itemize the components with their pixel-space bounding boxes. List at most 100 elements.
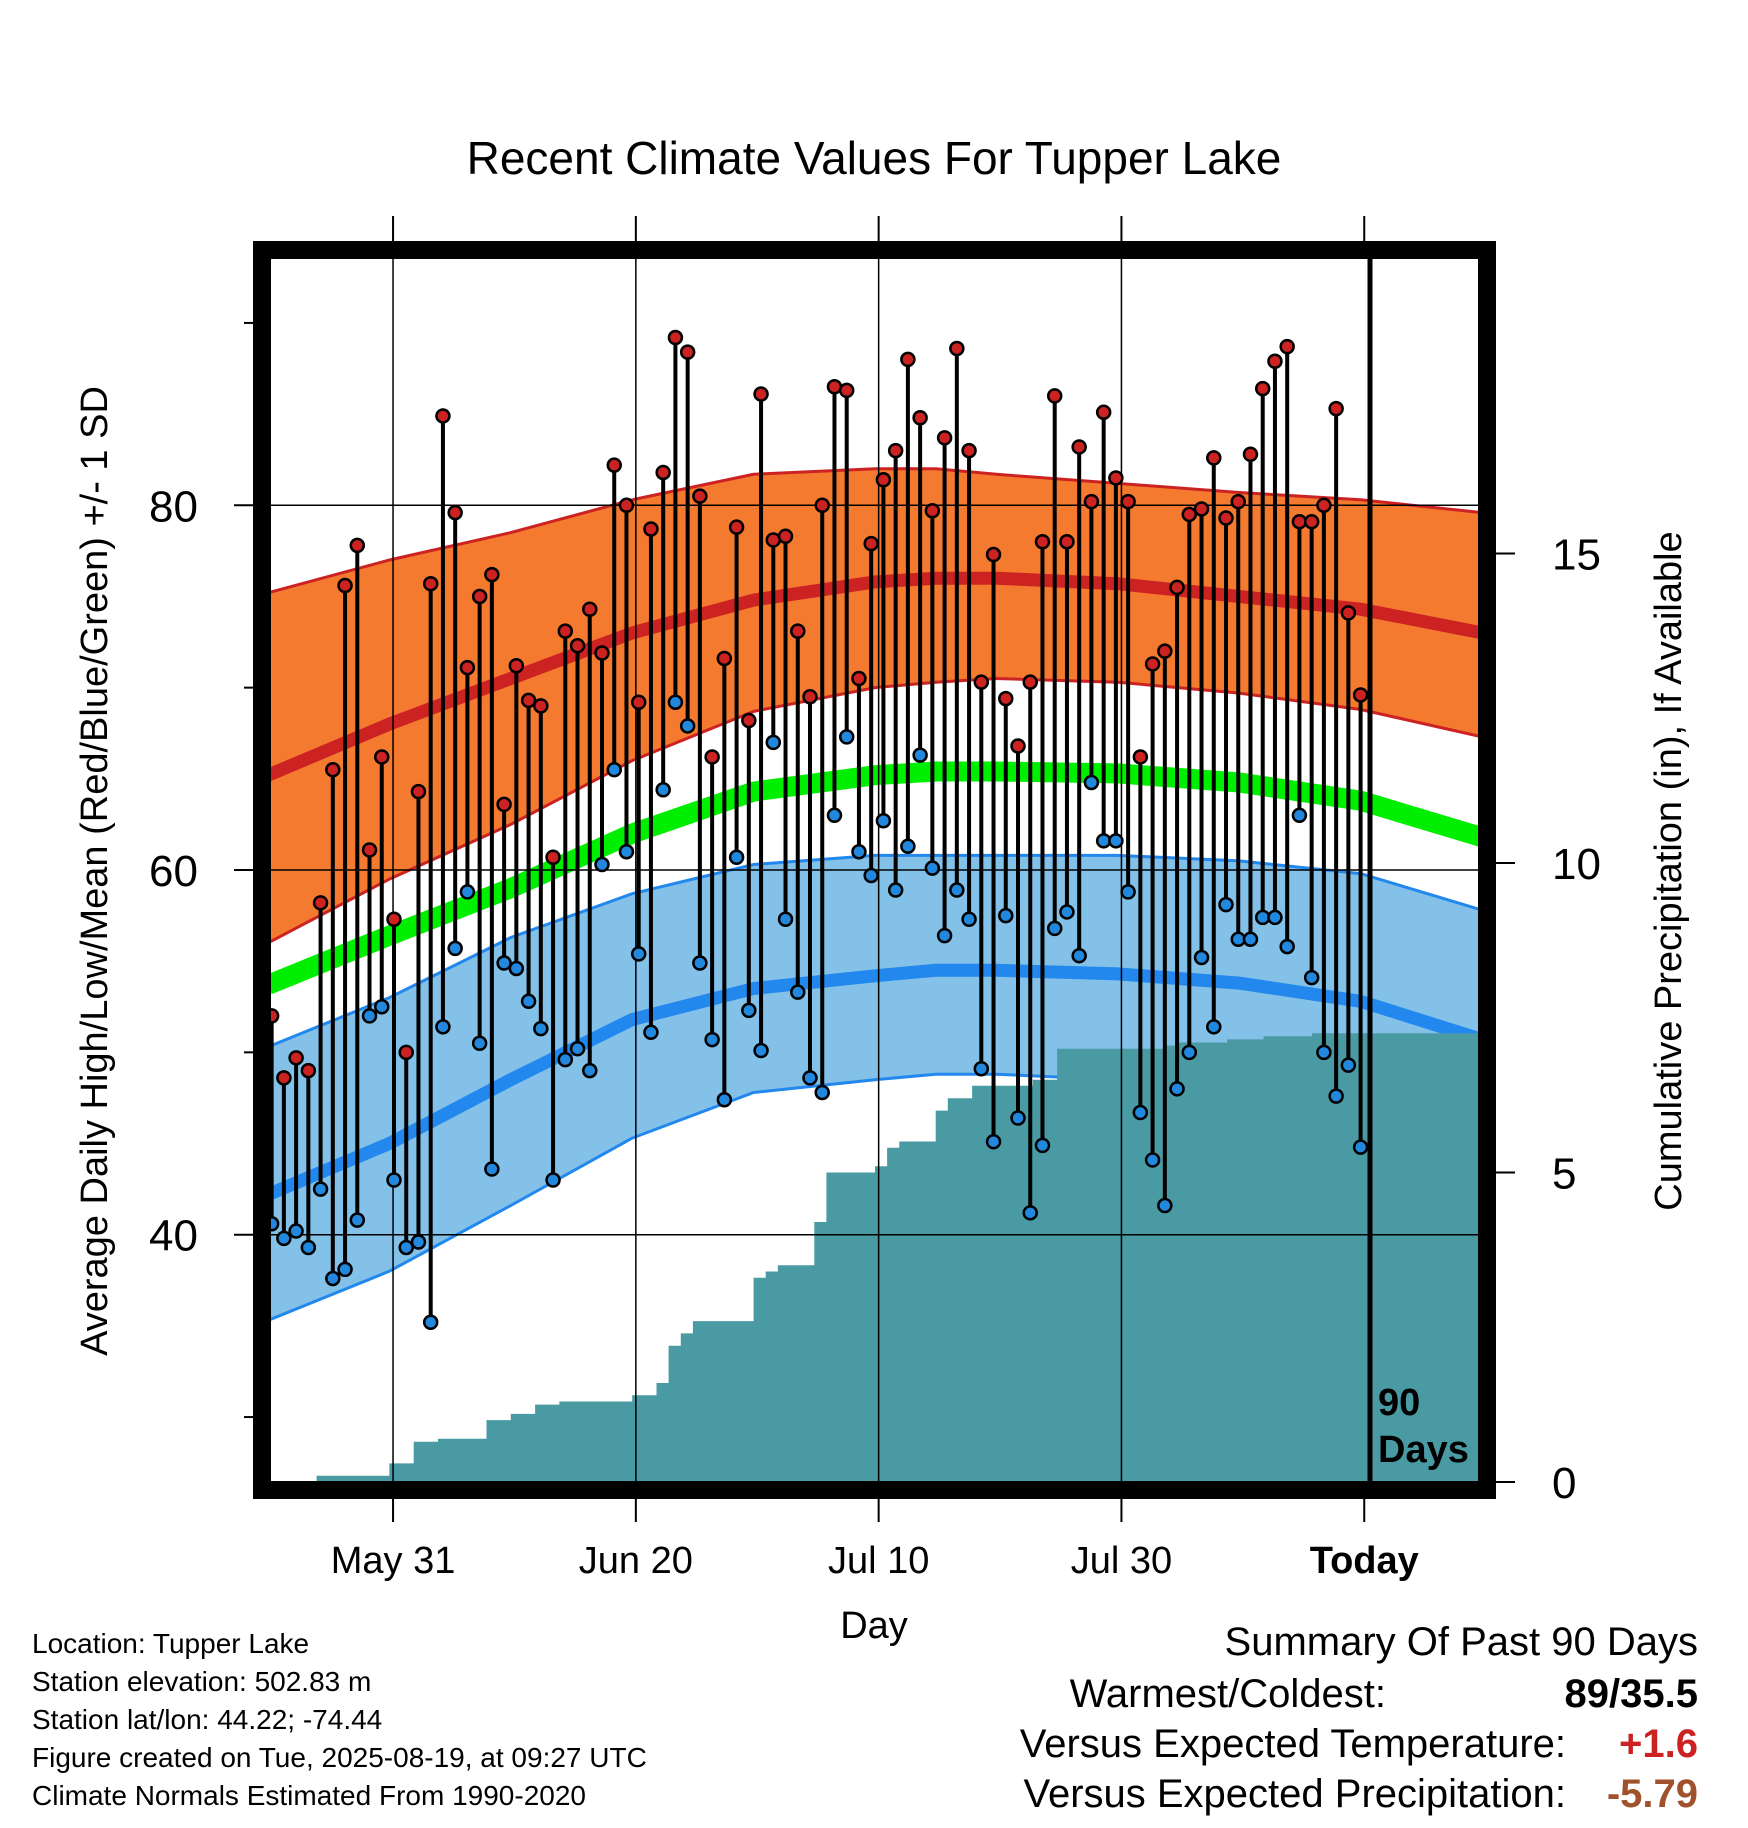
low-point-67: [1071, 947, 1087, 964]
low-point-78: [1206, 1019, 1222, 1035]
low-point-57: [949, 882, 965, 898]
high-point-64: [1034, 534, 1051, 550]
low-point-32: [643, 1024, 659, 1041]
low-point-3: [288, 1223, 304, 1239]
high-point-22: [520, 692, 537, 709]
high-point-52: [887, 442, 904, 459]
low-point-73: [1144, 1152, 1161, 1168]
low-point-17: [459, 884, 476, 900]
high-point-9: [361, 842, 378, 858]
high-point-88: [1328, 400, 1344, 417]
y-axis-label: Average Daily High/Low/Mean (Red/Blue/Gr…: [74, 386, 116, 1356]
high-point-35: [679, 344, 696, 360]
high-point-34: [667, 329, 684, 346]
low-point-8: [349, 1212, 366, 1228]
low-point-86: [1303, 969, 1320, 986]
summary-temp-label: Versus Expected Temperature:: [1019, 1722, 1566, 1766]
low-point-46: [814, 1084, 830, 1101]
summary-precip-label: Versus Expected Precipitation:: [1023, 1772, 1566, 1816]
low-point-50: [863, 867, 879, 884]
low-point-66: [1059, 904, 1075, 920]
low-point-74: [1157, 1197, 1173, 1214]
high-point-81: [1242, 446, 1259, 462]
low-point-75: [1169, 1081, 1185, 1097]
high-point-3: [288, 1050, 304, 1066]
y-tick-label-2: 80: [149, 482, 198, 531]
high-point-60: [985, 546, 1002, 563]
low-point-76: [1181, 1044, 1198, 1061]
low-point-79: [1218, 896, 1234, 913]
high-point-13: [410, 783, 427, 800]
y2-tick-label-0: 0: [1552, 1459, 1576, 1508]
high-point-38: [716, 650, 733, 667]
low-point-18: [471, 1035, 488, 1051]
low-point-6: [325, 1270, 341, 1287]
x-tick-label-2: Jul 10: [828, 1540, 929, 1582]
high-point-4: [300, 1062, 317, 1079]
high-point-18: [471, 588, 488, 605]
low-point-90: [1352, 1139, 1369, 1155]
low-point-71: [1120, 884, 1136, 900]
low-point-60: [985, 1133, 1002, 1150]
low-point-51: [875, 813, 892, 829]
summary-temp-value: +1.6: [1619, 1722, 1698, 1766]
low-point-10: [374, 999, 390, 1015]
x-tick-label-4: Today: [1310, 1540, 1419, 1582]
high-point-55: [924, 503, 941, 519]
high-point-74: [1157, 643, 1173, 659]
low-point-49: [851, 844, 867, 860]
high-point-90: [1352, 687, 1369, 703]
low-point-40: [741, 1002, 757, 1019]
y2-tick-label-3: 15: [1552, 531, 1601, 580]
low-point-72: [1132, 1104, 1149, 1121]
low-point-81: [1242, 931, 1259, 948]
high-point-89: [1340, 605, 1357, 621]
high-point-28: [594, 645, 610, 661]
high-point-51: [875, 472, 892, 488]
high-point-59: [973, 674, 990, 690]
high-point-68: [1083, 493, 1100, 510]
summary-title: Summary Of Past 90 Days: [1224, 1620, 1698, 1664]
info-normals: Climate Normals Estimated From 1990-2020: [32, 1780, 586, 1811]
high-point-14: [422, 575, 439, 592]
low-point-35: [679, 718, 696, 734]
y-tick-label-0: 40: [149, 1212, 198, 1261]
low-point-20: [496, 955, 512, 971]
high-point-67: [1071, 439, 1087, 455]
high-point-25: [557, 623, 574, 639]
high-point-82: [1254, 380, 1271, 397]
summary-warmest-label: Warmest/Coldest:: [1069, 1672, 1386, 1716]
low-point-54: [912, 747, 928, 763]
high-point-69: [1095, 404, 1112, 421]
high-point-70: [1108, 470, 1124, 486]
low-point-88: [1328, 1088, 1344, 1104]
high-point-50: [863, 535, 879, 552]
low-point-26: [569, 1040, 586, 1057]
low-point-23: [533, 1020, 549, 1037]
low-point-22: [520, 993, 537, 1010]
low-point-77: [1193, 949, 1210, 966]
high-point-71: [1120, 493, 1136, 510]
low-point-13: [410, 1234, 427, 1250]
high-point-77: [1193, 501, 1210, 517]
low-point-43: [777, 911, 794, 927]
low-point-2: [276, 1230, 292, 1247]
low-point-65: [1046, 920, 1063, 937]
low-point-14: [422, 1314, 439, 1330]
high-point-83: [1267, 353, 1283, 369]
high-point-21: [508, 658, 525, 674]
low-point-5: [312, 1181, 329, 1197]
info-location: Location: Tupper Lake: [32, 1628, 310, 1659]
high-point-27: [582, 601, 598, 617]
high-point-6: [325, 761, 341, 778]
high-point-63: [1022, 674, 1038, 690]
high-point-40: [741, 712, 757, 729]
high-point-45: [802, 689, 818, 705]
high-point-31: [630, 694, 647, 710]
low-point-38: [716, 1092, 733, 1108]
high-point-12: [398, 1044, 414, 1061]
high-point-8: [349, 537, 366, 554]
low-point-45: [802, 1070, 818, 1086]
low-point-59: [973, 1061, 990, 1077]
